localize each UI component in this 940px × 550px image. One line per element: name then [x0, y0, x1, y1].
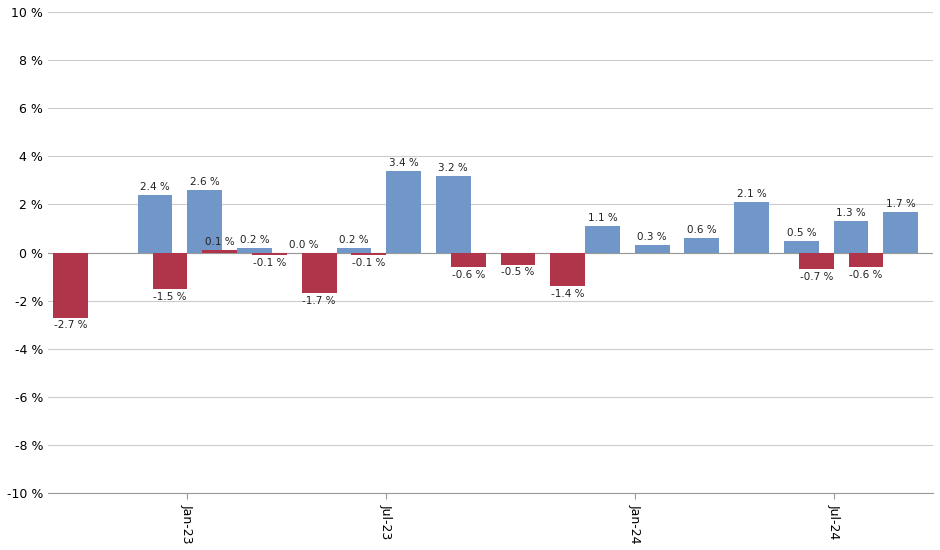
Bar — [684, 238, 719, 252]
Text: 0.2 %: 0.2 % — [339, 235, 368, 245]
Text: 1.1 %: 1.1 % — [588, 213, 618, 223]
Bar — [884, 212, 918, 252]
Bar — [634, 245, 669, 252]
Bar — [451, 252, 486, 267]
Text: -0.1 %: -0.1 % — [352, 258, 385, 268]
Bar — [137, 195, 172, 252]
Text: -0.6 %: -0.6 % — [451, 270, 485, 280]
Text: 3.2 %: 3.2 % — [438, 163, 468, 173]
Bar — [187, 190, 222, 252]
Bar — [337, 248, 371, 252]
Text: 0.1 %: 0.1 % — [205, 237, 234, 248]
Text: -0.7 %: -0.7 % — [800, 272, 833, 282]
Text: 0.0 %: 0.0 % — [290, 240, 319, 250]
Bar — [152, 252, 187, 289]
Text: -0.1 %: -0.1 % — [253, 258, 286, 268]
Bar — [352, 252, 386, 255]
Text: -1.7 %: -1.7 % — [303, 296, 336, 306]
Text: -0.6 %: -0.6 % — [849, 270, 883, 280]
Bar — [734, 202, 769, 252]
Text: -1.5 %: -1.5 % — [153, 292, 187, 301]
Bar — [799, 252, 834, 270]
Bar — [302, 252, 337, 294]
Bar — [550, 252, 585, 286]
Text: 3.4 %: 3.4 % — [389, 158, 418, 168]
Bar — [834, 221, 869, 252]
Bar — [237, 248, 272, 252]
Text: 0.3 %: 0.3 % — [637, 233, 667, 243]
Text: 2.1 %: 2.1 % — [737, 189, 766, 199]
Text: -2.7 %: -2.7 % — [54, 321, 87, 331]
Text: -1.4 %: -1.4 % — [551, 289, 585, 299]
Text: 2.4 %: 2.4 % — [140, 182, 170, 192]
Text: 0.6 %: 0.6 % — [687, 225, 716, 235]
Bar — [585, 226, 619, 252]
Text: 0.2 %: 0.2 % — [240, 235, 269, 245]
Bar — [849, 252, 884, 267]
Text: 1.3 %: 1.3 % — [837, 208, 866, 218]
Bar — [54, 252, 88, 317]
Bar — [436, 175, 471, 252]
Text: 0.5 %: 0.5 % — [787, 228, 816, 238]
Bar — [252, 252, 287, 255]
Text: 2.6 %: 2.6 % — [190, 177, 220, 187]
Bar — [784, 240, 819, 252]
Text: 1.7 %: 1.7 % — [885, 199, 916, 209]
Bar — [386, 170, 421, 252]
Bar — [202, 250, 237, 252]
Text: -0.5 %: -0.5 % — [501, 267, 535, 277]
Bar — [501, 252, 536, 265]
